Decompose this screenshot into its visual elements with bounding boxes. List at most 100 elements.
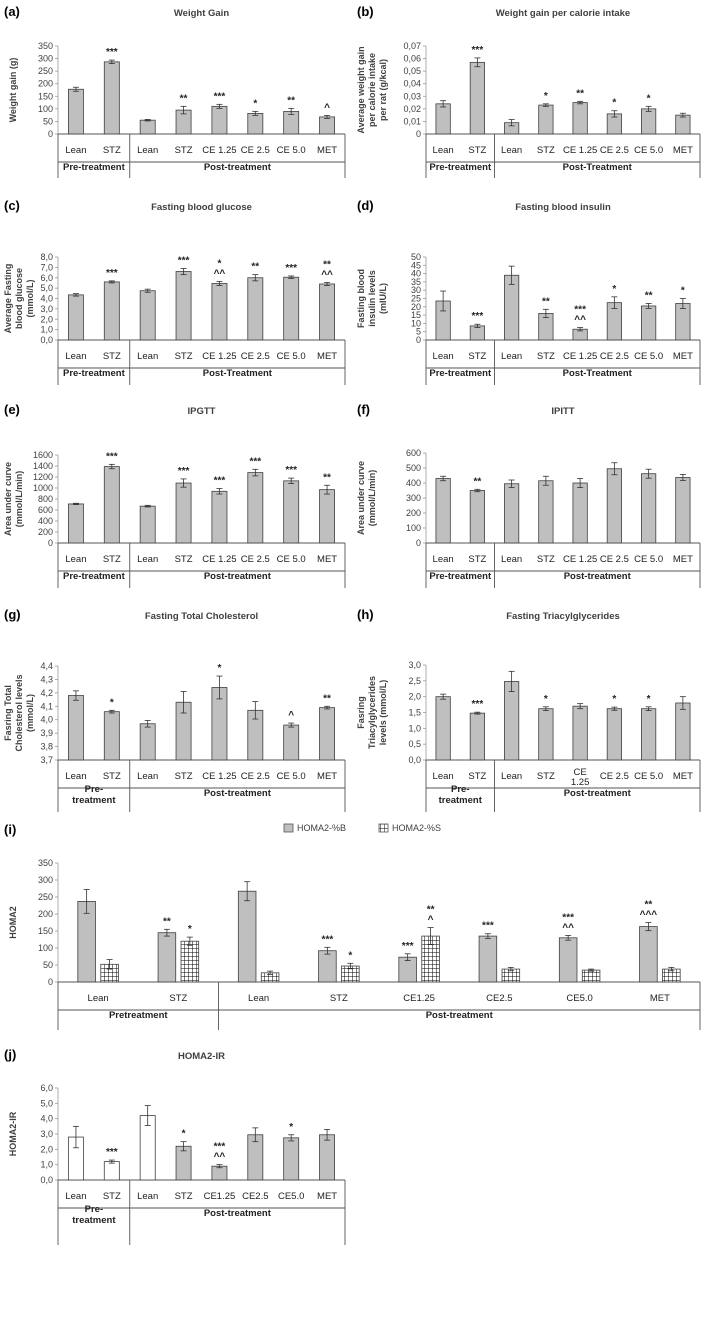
category-label: CE 1.25 (202, 145, 236, 156)
significance-label: *** ^^ (574, 305, 586, 326)
y-tick-label: 20 (411, 302, 421, 312)
bar (538, 480, 554, 544)
bar (175, 482, 192, 544)
significance-label: *** (214, 476, 226, 487)
y-tick-label: 0,03 (403, 91, 421, 101)
y-tick-label: 50 (43, 116, 53, 126)
significance-label: * ^^ (214, 258, 226, 279)
bar (139, 505, 156, 544)
y-tick-label: 350 (38, 858, 53, 868)
group-label: Post-treatment (204, 1208, 272, 1219)
bar (469, 325, 485, 341)
significance-label: * (647, 694, 651, 705)
significance-label: *** (178, 255, 190, 266)
bar (641, 708, 657, 761)
bar (675, 303, 691, 341)
bar (139, 119, 156, 135)
significance-label: *** (178, 466, 190, 477)
category-label: CE 2.5 (600, 351, 629, 362)
bar (478, 935, 498, 983)
category-label: Lean (501, 554, 522, 565)
y-tick-label: 200 (38, 909, 53, 919)
y-tick-label: 1,0 (408, 723, 421, 733)
significance-label: ** (323, 472, 331, 483)
y-tick-label: 3,7 (40, 755, 53, 765)
bar (211, 1165, 228, 1181)
category-label: Lean (65, 1191, 86, 1202)
category-label: STZ (175, 554, 193, 565)
significance-label: *** (106, 47, 118, 58)
category-label: CE 2.5 (600, 145, 629, 156)
y-tick-label: 4,4 (40, 661, 53, 671)
y-tick-label: 0,02 (403, 104, 421, 114)
significance-label: ** ^^ (321, 259, 333, 280)
category-label: CE 2.5 (241, 145, 270, 156)
bar (675, 477, 691, 544)
y-tick-label: 300 (38, 875, 53, 885)
y-axis-label: Fasring TotalCholesterol levels(mmol/L) (3, 674, 35, 751)
significance-label: * (544, 91, 548, 102)
y-tick-label: 0,04 (403, 79, 421, 89)
category-label: CE 1.25 (563, 145, 597, 156)
y-tick-label: 35 (411, 277, 421, 287)
y-tick-label: 0,5 (408, 739, 421, 749)
bar (319, 116, 335, 135)
category-label: CE 2.5 (241, 771, 270, 782)
category-label: MET (673, 145, 693, 156)
y-tick-label: 2,0 (40, 1144, 53, 1154)
significance-label: * (612, 694, 616, 705)
category-label: MET (317, 554, 337, 565)
y-tick-label: 0 (416, 129, 421, 139)
category-label: CE 2.5 (600, 771, 629, 782)
significance-label: ** (645, 290, 653, 301)
y-tick-label: 0,0 (408, 755, 421, 765)
category-label: Lean (501, 771, 522, 782)
significance-label: ** (473, 476, 481, 487)
category-label: CE 5.0 (634, 554, 663, 565)
legend-label-2: HOMA2-%S (392, 823, 441, 833)
bar (572, 482, 588, 544)
significance-label: *** (106, 268, 118, 279)
significance-label: * (612, 98, 616, 109)
chart-panel-1: (a) Weight Gain 0 50 100 150 200 250 300 350 Weigh… (4, 4, 346, 178)
y-tick-label: 300 (406, 493, 421, 503)
category-label: Lean (433, 145, 454, 156)
y-tick-label: 3,0 (40, 304, 53, 314)
bar (68, 695, 84, 761)
bar (469, 490, 485, 544)
bar (237, 890, 257, 983)
bar (319, 707, 335, 761)
y-tick-label: 300 (38, 54, 53, 64)
y-tick-label: 150 (38, 91, 53, 101)
category-label: CE2.5 (486, 993, 512, 1004)
bar (68, 503, 84, 544)
panel-letter: (e) (4, 402, 20, 417)
y-tick-label: 0 (48, 129, 53, 139)
chart-panel-6: (f) IPITT 0 100 200 300 400 500 600 Area under cu… (356, 402, 701, 588)
significance-label: * (253, 98, 257, 109)
category-label: CE 1.25 (563, 351, 597, 362)
y-tick-label: 7,0 (40, 262, 53, 272)
y-tick-label: 100 (38, 943, 53, 953)
significance-label: *** (249, 456, 261, 467)
y-tick-label: 50 (43, 960, 53, 970)
y-tick-label: 6,0 (40, 1083, 53, 1093)
y-tick-label: 4,0 (40, 1114, 53, 1124)
group-label: Post-Treatment (563, 162, 633, 173)
y-tick-label: 1,0 (40, 325, 53, 335)
y-tick-label: 5 (416, 327, 421, 337)
y-tick-label: 200 (38, 527, 53, 537)
y-axis-label: HOMA2 (8, 906, 18, 939)
category-label: CE 5.0 (277, 771, 306, 782)
category-label: CE 2.5 (241, 554, 270, 565)
y-tick-label: 4,0 (40, 715, 53, 725)
category-label: STZ (175, 145, 193, 156)
significance-label: * (348, 950, 352, 961)
y-tick-label: 1600 (33, 450, 53, 460)
category-label: CE 1.25 (563, 554, 597, 565)
category-label: CE1.25 (403, 993, 435, 1004)
bar (319, 1134, 335, 1181)
y-tick-label: 0,06 (403, 54, 421, 64)
